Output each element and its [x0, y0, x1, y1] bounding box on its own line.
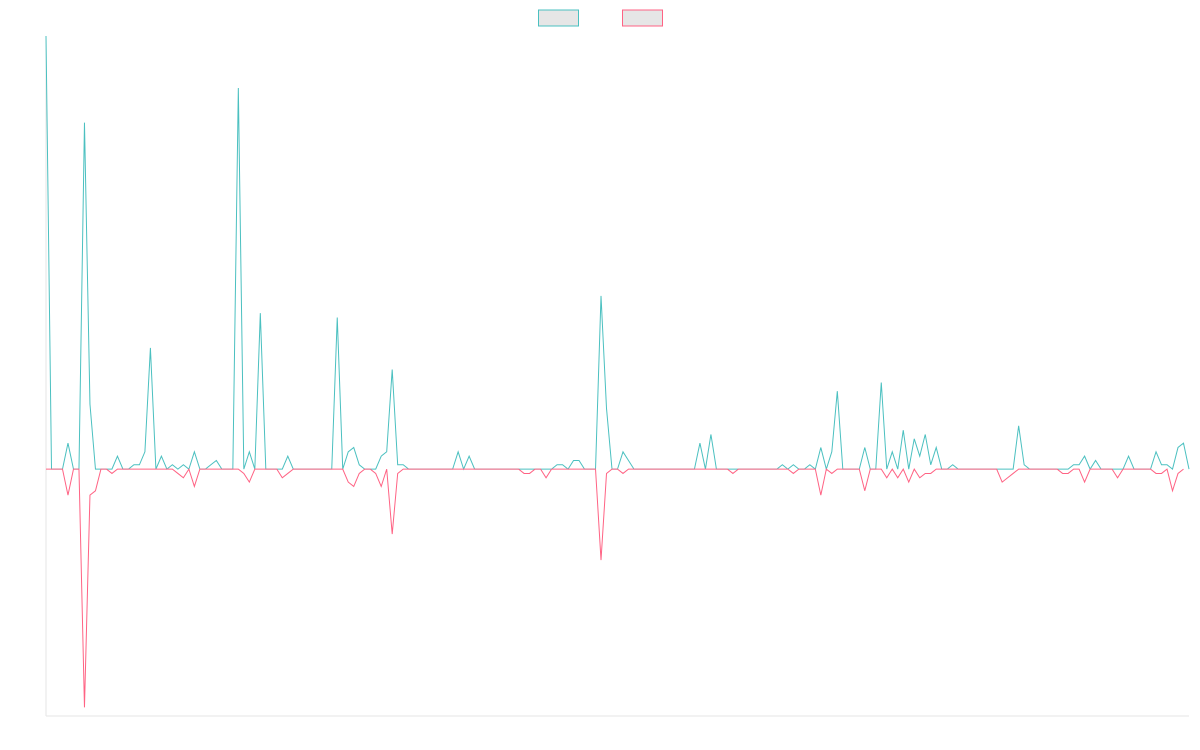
legend-item-1[interactable]: [538, 9, 579, 27]
legend-swatch-1[interactable]: [538, 9, 579, 27]
plot-area: [45, 35, 1190, 717]
series-layer: [45, 35, 1190, 708]
legend-swatch-2[interactable]: [622, 9, 663, 27]
legend-item-2[interactable]: [622, 9, 663, 27]
series-2-line: [46, 467, 1184, 708]
series-1-line: [45, 35, 1190, 471]
legend[interactable]: [538, 9, 663, 27]
